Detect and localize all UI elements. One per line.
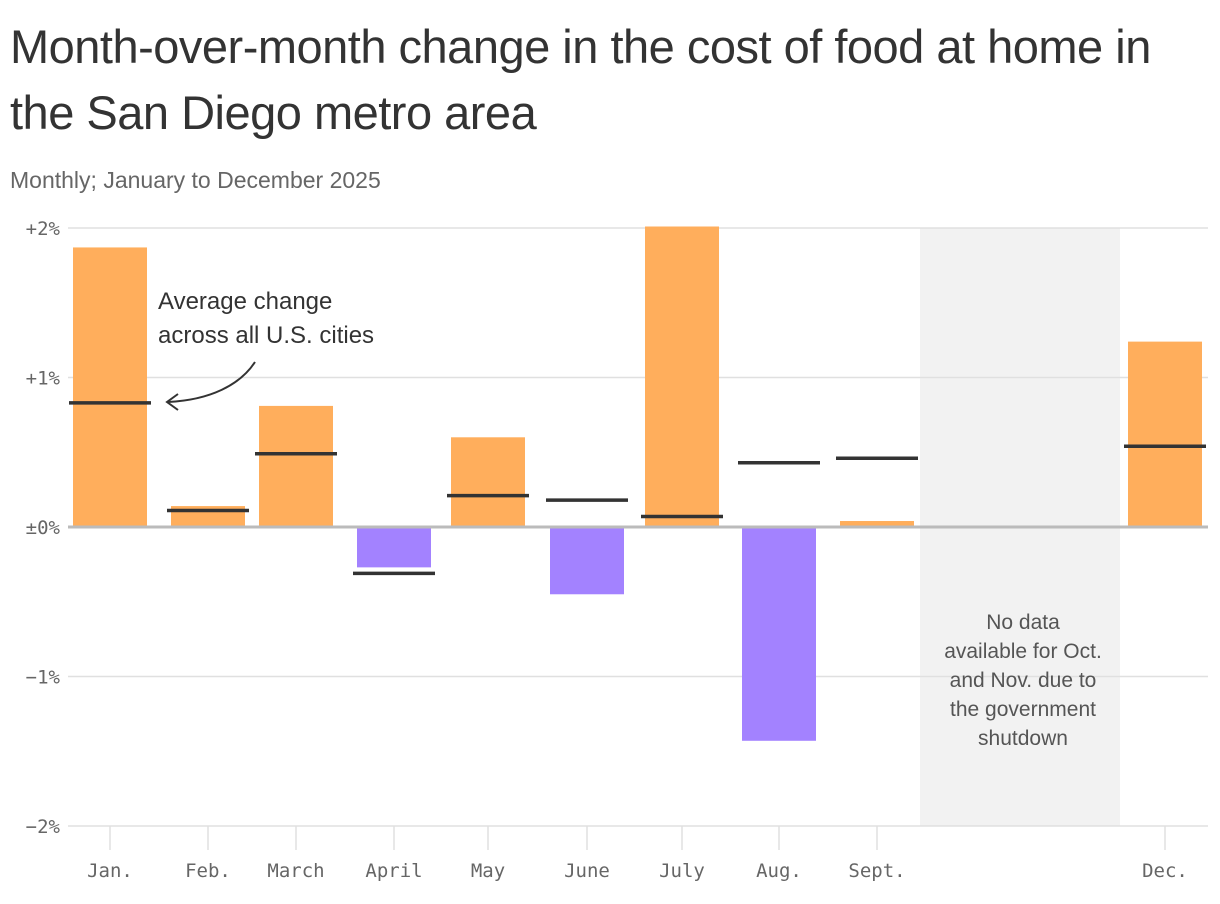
x-tick-label: March [267, 860, 324, 882]
no-data-note-line-4: the government [950, 698, 1096, 721]
y-tick-label: ±0% [26, 517, 61, 539]
y-tick-label: −1% [26, 667, 61, 689]
bar-june [550, 527, 624, 595]
annotation-arrow [167, 361, 256, 403]
x-tick-label: Dec. [1142, 860, 1188, 882]
x-tick-label: Feb. [185, 860, 231, 882]
bar-april [357, 527, 431, 568]
bar-sept [840, 521, 914, 527]
bar-may [451, 437, 525, 527]
x-tick-label: Sept. [848, 860, 905, 882]
no-data-note: No data available for Oct. and Nov. due … [944, 611, 1102, 750]
no-data-note-line-3: and Nov. due to [950, 669, 1097, 692]
average-annotation: Average change across all U.S. cities [158, 288, 374, 411]
y-tick-label: +2% [26, 218, 61, 240]
x-tick-label: Aug. [756, 860, 802, 882]
chart-title: Month-over-month change in the cost of f… [10, 20, 1151, 139]
bar-dec [1128, 341, 1202, 527]
x-tick-label: June [564, 860, 610, 882]
x-tick-label: July [659, 860, 705, 882]
average-annotation-line-1: Average change [158, 288, 332, 315]
average-annotation-line-2: across all U.S. cities [158, 322, 374, 349]
no-data-note-line-2: available for Oct. [944, 640, 1102, 663]
no-data-note-line-1: No data [986, 611, 1060, 634]
x-tick-label: April [365, 860, 422, 882]
x-tick-label: May [471, 860, 505, 882]
y-tick-label: −2% [26, 816, 61, 838]
bar-jan [73, 247, 147, 527]
chart-subtitle: Monthly; January to December 2025 [10, 167, 381, 193]
x-tick-label: Jan. [87, 860, 133, 882]
no-data-note-line-5: shutdown [978, 727, 1068, 750]
bar-aug [742, 527, 816, 741]
y-tick-label: +1% [26, 368, 61, 390]
bar-march [259, 405, 333, 527]
annotation-arrowhead [165, 393, 179, 411]
bar-july [645, 226, 719, 527]
